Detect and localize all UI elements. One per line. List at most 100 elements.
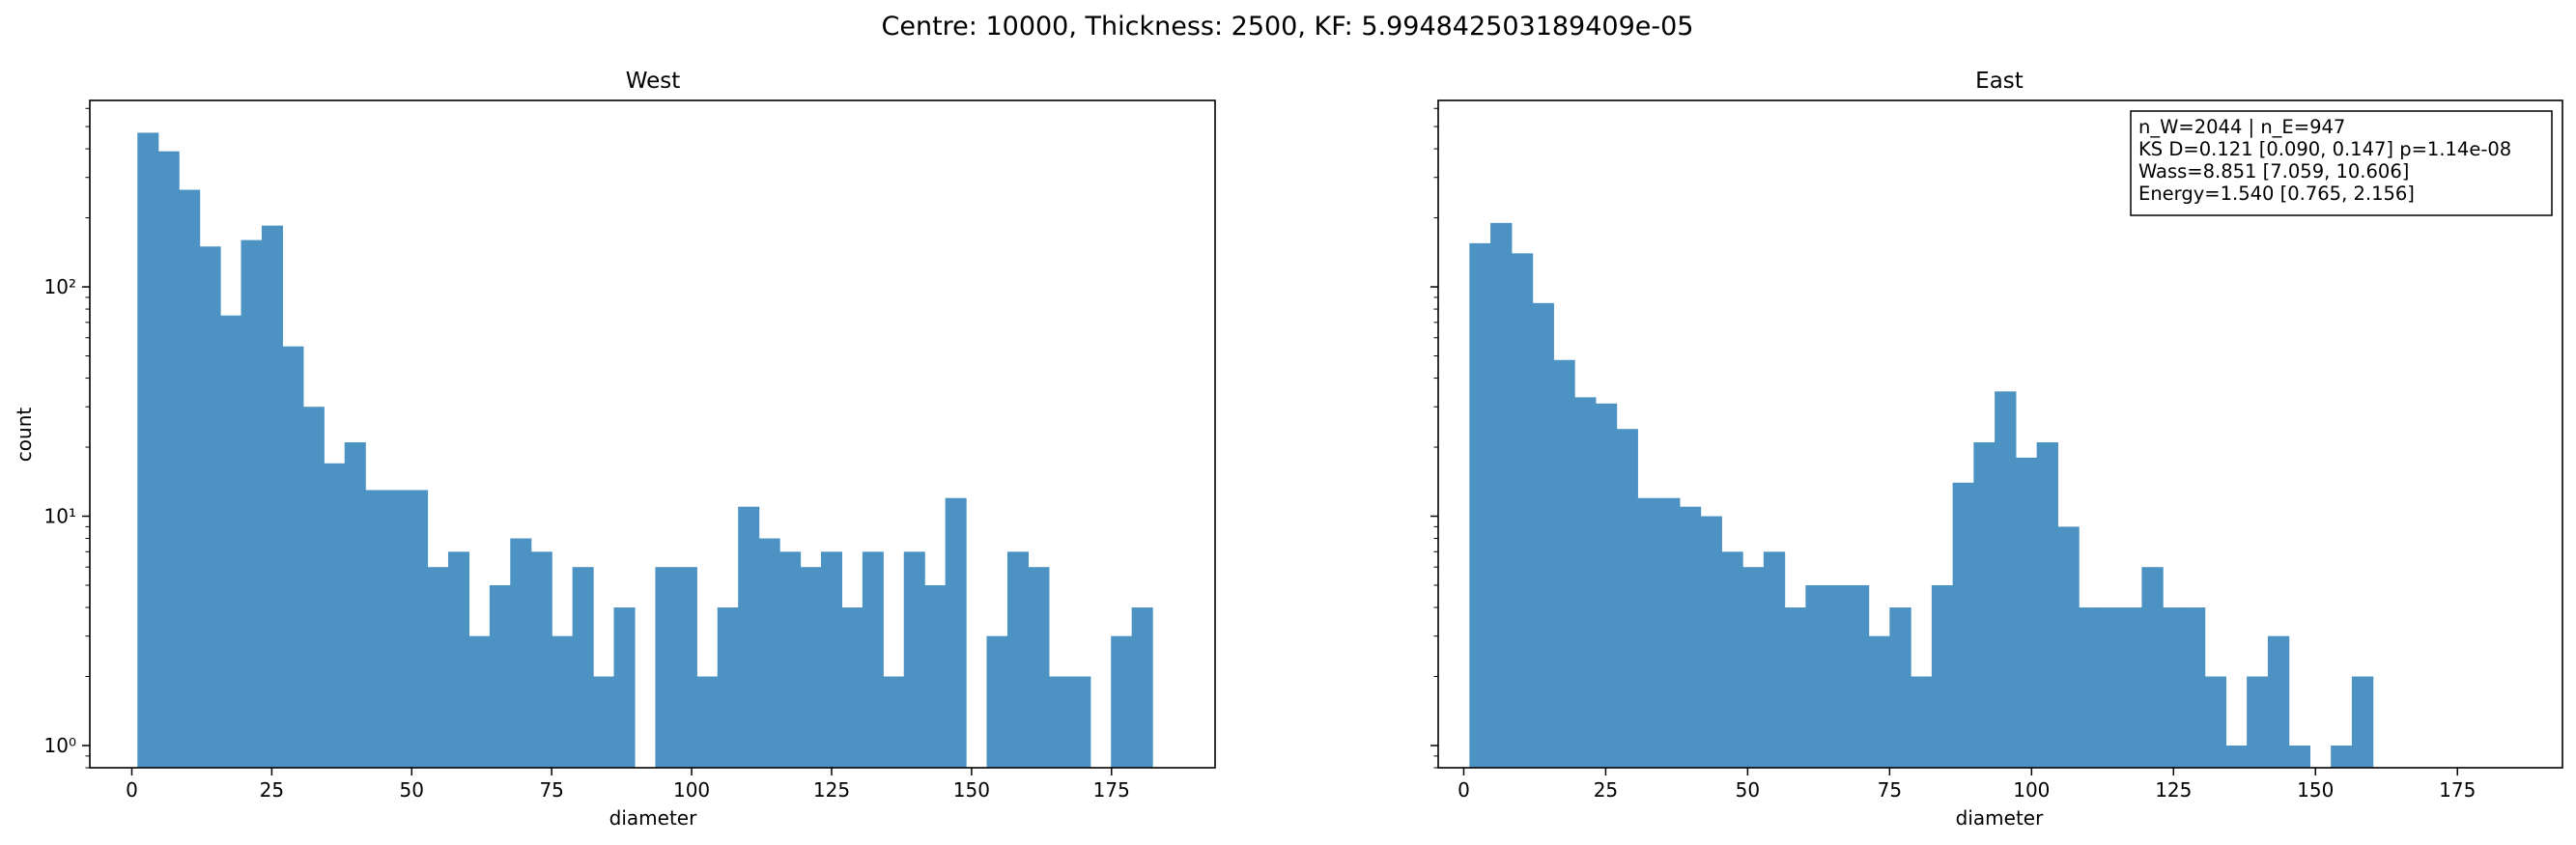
west-x-tick-label: 175 [1093,778,1130,802]
east-bar [2099,607,2122,768]
east-y-axis [1430,107,1438,769]
east-x-tick-label: 150 [2297,778,2334,802]
west-bar [365,490,387,768]
west-y-tick-label: 10⁰ [44,734,76,757]
east-bar [1952,482,1974,768]
west-axes-frame [89,99,1216,769]
east-bar [1805,585,1827,768]
east-x-tick-label: 125 [2155,778,2192,802]
east-bar [1658,497,1681,768]
east-bar [2120,607,2142,768]
east-panel: East 0 25 50 75 100 125 150 175 diameter n_W=20… [1430,69,2563,830]
east-bar [1847,585,1870,768]
figure-suptitle: Centre: 10000, Thickness: 2500, KF: 5.99… [882,12,1694,42]
east-bar [1742,567,1765,768]
stats-line-counts: n_W=2044 | n_E=947 [2138,116,2345,138]
east-bar [2247,676,2269,768]
west-bar [779,551,802,768]
west-bar [468,635,491,768]
stats-box: n_W=2044 | n_E=947 KS D=0.121 [0.090, 0.… [2130,110,2553,216]
stats-box-border [2130,110,2553,216]
west-bar [385,490,408,768]
west-bar [903,551,925,768]
east-bar [1721,551,1743,768]
west-bar [530,551,552,768]
east-bar [1826,585,1849,768]
west-bar [883,676,905,768]
east-bar [2183,607,2206,768]
west-bar [407,490,429,768]
west-bar [593,676,615,768]
west-bar [1048,676,1070,768]
west-bar [924,585,947,768]
east-bar [1784,607,1806,768]
east-title: East [1975,69,2024,94]
west-bar [220,315,242,768]
west-bar [157,151,180,768]
east-bar [2015,457,2038,768]
east-x-tick-label: 0 [1458,778,1470,802]
west-bar [427,567,449,768]
west-bar [179,189,201,768]
west-bar [510,538,532,768]
east-bar [1490,222,1513,769]
east-bar [1511,253,1534,769]
west-bar [199,246,221,769]
stats-line-energy: Energy=1.540 [0.765, 2.156] [2138,183,2415,205]
west-x-label: diameter [609,806,697,830]
west-bar [324,463,346,768]
west-x-tick-label: 25 [260,778,284,802]
east-bar [2036,442,2058,768]
west-bar [841,607,863,768]
east-bar [1973,442,1996,768]
east-bar [2141,567,2164,768]
west-bar [261,225,283,769]
east-bar [1616,429,1638,768]
east-x-tick-label: 175 [2439,778,2476,802]
east-bar [1637,497,1659,768]
east-bar [2267,635,2290,768]
west-bar [655,567,677,768]
west-x-tick-label: 125 [813,778,850,802]
east-bar [1532,302,1554,768]
east-bar [2225,745,2248,768]
west-bar [986,635,1008,768]
east-x-tick-label: 100 [2013,778,2050,802]
west-x-tick-label: 150 [953,778,990,802]
east-bar [1931,585,1954,768]
west-bar [758,538,780,768]
west-title: West [626,69,681,94]
west-bar [696,676,719,768]
west-x-tick-label: 100 [673,778,710,802]
west-bar [1111,635,1133,768]
east-bar [2331,745,2353,768]
west-bar [717,607,739,768]
east-bar [1595,403,1618,768]
east-x-tick-label: 25 [1594,778,1618,802]
east-bar [1700,516,1722,768]
west-bar [489,585,511,768]
west-bar [738,506,760,768]
west-y-tick-label: 10² [44,275,76,298]
east-bar [2351,676,2374,768]
east-bar [1679,506,1702,768]
west-bar [572,567,594,768]
west-y-axis: 10⁰ 10¹ 10² [44,107,90,769]
east-bar [2079,607,2101,768]
east-bar [1469,242,1491,769]
stats-line-wass: Wass=8.851 [7.059, 10.606] [2138,160,2409,183]
west-y-tick-label: 10¹ [44,505,76,528]
west-bar [137,132,159,768]
west-x-tick-label: 75 [539,778,563,802]
west-bar [1069,676,1091,768]
east-axes-frame [1437,99,2563,769]
west-bar [447,551,469,768]
east-x-tick-label: 50 [1736,778,1760,802]
west-x-tick-label: 50 [400,778,424,802]
east-bar [1889,607,1911,768]
east-bar [2288,745,2310,768]
west-x-tick-label: 0 [126,778,138,802]
west-x-axis: 0 25 50 75 100 125 150 175 [126,768,1130,802]
west-bar [945,497,967,768]
